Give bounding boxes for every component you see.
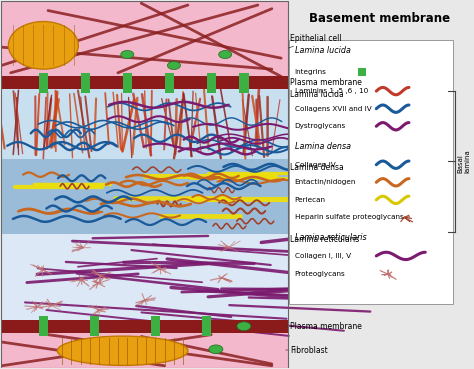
Text: Entactin/nidogen: Entactin/nidogen [295,179,356,185]
Text: Basal
lamina: Basal lamina [457,149,470,173]
Bar [358,68,366,76]
Text: Proteoglycans: Proteoglycans [295,271,346,277]
Ellipse shape [57,336,188,365]
Text: Fibroblast: Fibroblast [286,345,328,355]
Bar [151,316,160,337]
Bar [1,1,288,76]
Text: Lamina reticularis: Lamina reticularis [291,235,360,244]
Bar [289,40,453,304]
Bar [1,76,288,89]
Text: Laminins 1, 5 ,6 , 10: Laminins 1, 5 ,6 , 10 [295,88,368,94]
Bar [39,316,48,337]
Text: Perlecan: Perlecan [295,197,326,203]
Text: Basement membrane: Basement membrane [309,13,450,25]
Ellipse shape [237,322,251,331]
Ellipse shape [219,51,232,59]
Bar [207,73,216,93]
Text: Integrins: Integrins [295,69,327,75]
Bar [1,89,288,159]
Bar [1,320,288,333]
Bar [1,234,288,320]
Text: Lamina lucida: Lamina lucida [291,90,344,99]
Bar [1,333,288,368]
Bar [1,159,288,234]
Text: Collagen IV: Collagen IV [295,162,336,168]
Ellipse shape [9,21,78,69]
Text: Epithelial cell: Epithelial cell [289,34,342,48]
Bar [39,73,48,93]
Text: Lamina reticularis: Lamina reticularis [295,233,366,242]
Ellipse shape [167,62,181,69]
Text: Plasma membrane: Plasma membrane [286,322,362,331]
Bar [239,73,248,93]
Text: Collagen I, III, V: Collagen I, III, V [295,253,351,259]
Bar [164,73,174,93]
Text: Lamina densa: Lamina densa [291,162,344,172]
Ellipse shape [121,51,134,59]
Bar [81,73,90,93]
Bar [1,1,288,368]
Bar [90,316,100,337]
Text: Dystroglycans: Dystroglycans [295,123,346,129]
Bar [123,73,132,93]
Text: Heparin sulfate proteoglycans: Heparin sulfate proteoglycans [295,214,403,220]
Bar [1,76,288,89]
Bar [202,316,211,337]
Text: Plasma membrane: Plasma membrane [286,78,362,87]
Bar [1,320,288,333]
Text: Lamina densa: Lamina densa [295,142,351,151]
Text: Collagens XVII and IV: Collagens XVII and IV [295,106,372,112]
Ellipse shape [209,345,223,354]
Text: Lamina lucida: Lamina lucida [295,46,351,55]
